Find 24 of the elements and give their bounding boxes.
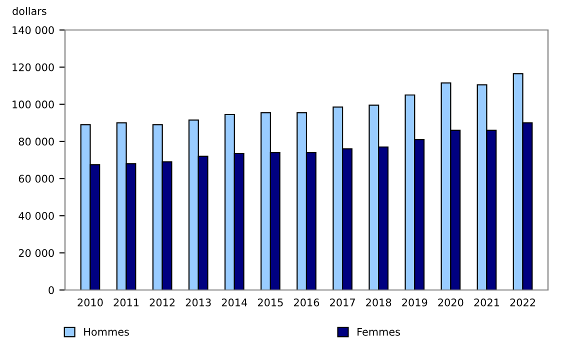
legend-label: Femmes [358, 328, 400, 336]
x-tick-label: 2014 [222, 298, 248, 306]
y-tick-label: 0 [48, 286, 54, 294]
x-tick-label: 2022 [510, 298, 535, 306]
x-tick-label: 2021 [474, 298, 500, 306]
y-tick-label: 60 000 [18, 174, 54, 183]
y-tick-label: 40 000 [18, 212, 54, 220]
y-axis-title: dollars [12, 6, 46, 16]
x-tick-label: 2013 [186, 298, 211, 306]
x-tick-label: 2015 [258, 298, 283, 306]
y-tick-label: 80 000 [18, 138, 54, 146]
x-tick-label: 2017 [330, 298, 355, 306]
y-tick-label: 20 000 [18, 249, 54, 257]
y-tick-label: 100 000 [12, 100, 54, 108]
x-tick-label: 2019 [402, 298, 428, 306]
x-tick-label: 2020 [438, 298, 464, 306]
x-tick-label: 2011 [114, 298, 139, 306]
x-tick-label: 2010 [78, 298, 103, 306]
legend-label: Hommes [84, 328, 129, 336]
y-tick-label: 120 000 [12, 63, 54, 72]
x-tick-label: 2012 [150, 298, 175, 306]
x-tick-label: 2016 [294, 298, 320, 306]
x-tick-label: 2018 [366, 298, 392, 306]
y-tick-label: 140 000 [12, 26, 54, 34]
